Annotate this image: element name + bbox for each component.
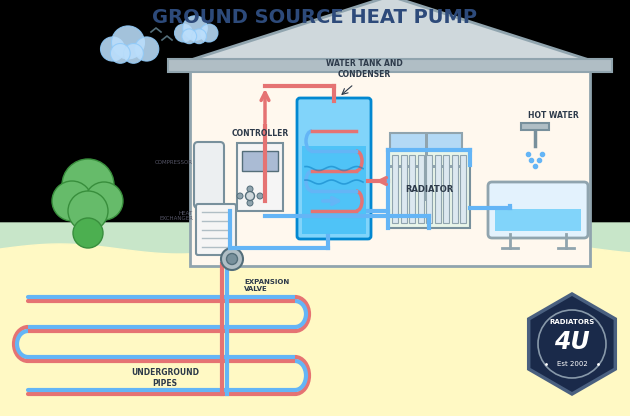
Text: CONTROLLER: CONTROLLER — [231, 129, 289, 138]
Circle shape — [247, 186, 253, 192]
Circle shape — [101, 37, 125, 61]
Bar — [418, 155, 423, 223]
Bar — [426, 155, 432, 223]
Bar — [392, 155, 398, 223]
Text: RADIATOR: RADIATOR — [405, 185, 453, 193]
Polygon shape — [172, 0, 608, 66]
Circle shape — [135, 37, 159, 61]
Bar — [460, 155, 466, 223]
FancyBboxPatch shape — [196, 204, 236, 255]
Circle shape — [246, 191, 255, 201]
Circle shape — [73, 218, 103, 248]
Bar — [0, 361, 630, 416]
Bar — [302, 146, 366, 234]
Bar — [409, 155, 415, 223]
Bar — [237, 143, 283, 211]
Bar — [435, 155, 440, 223]
Polygon shape — [529, 294, 616, 394]
Circle shape — [221, 248, 243, 270]
Circle shape — [52, 181, 92, 221]
FancyBboxPatch shape — [488, 182, 588, 238]
Bar — [390, 133, 462, 201]
Bar — [401, 155, 406, 223]
Circle shape — [183, 16, 207, 40]
Circle shape — [175, 24, 193, 42]
Circle shape — [112, 26, 144, 59]
Circle shape — [85, 182, 123, 220]
Bar — [425, 133, 428, 201]
Bar — [83, 215, 93, 243]
Circle shape — [62, 159, 114, 211]
Bar — [242, 151, 278, 171]
Circle shape — [123, 44, 144, 63]
Circle shape — [257, 193, 263, 199]
Bar — [390, 165, 462, 168]
Bar — [190, 66, 590, 266]
Bar — [168, 59, 612, 72]
Bar — [452, 155, 457, 223]
Text: UNDERGROUND
PIPES: UNDERGROUND PIPES — [131, 368, 199, 388]
Bar — [443, 155, 449, 223]
Text: Est 2002: Est 2002 — [557, 361, 587, 367]
Circle shape — [192, 29, 207, 44]
Text: RADIATORS: RADIATORS — [549, 319, 595, 325]
Bar — [495, 209, 581, 231]
Bar — [0, 261, 630, 416]
Text: HEAT
EXCHANGER: HEAT EXCHANGER — [159, 210, 193, 221]
Text: COMPRESSOR: COMPRESSOR — [155, 161, 193, 166]
Text: 4U: 4U — [554, 330, 590, 354]
FancyBboxPatch shape — [297, 98, 371, 239]
Circle shape — [200, 24, 218, 42]
Circle shape — [68, 191, 108, 231]
Circle shape — [227, 253, 238, 265]
Circle shape — [110, 44, 130, 63]
Circle shape — [237, 193, 243, 199]
Text: EXPANSION
VALVE: EXPANSION VALVE — [244, 279, 289, 292]
Bar — [388, 150, 470, 228]
Bar — [521, 123, 549, 130]
FancyBboxPatch shape — [194, 142, 224, 208]
Circle shape — [182, 29, 197, 44]
Text: HOT WATER: HOT WATER — [528, 111, 578, 120]
Text: GROUND SOURCE HEAT PUMP: GROUND SOURCE HEAT PUMP — [152, 8, 478, 27]
Circle shape — [247, 200, 253, 206]
Text: WATER TANK AND
CONDENSER: WATER TANK AND CONDENSER — [326, 59, 403, 79]
